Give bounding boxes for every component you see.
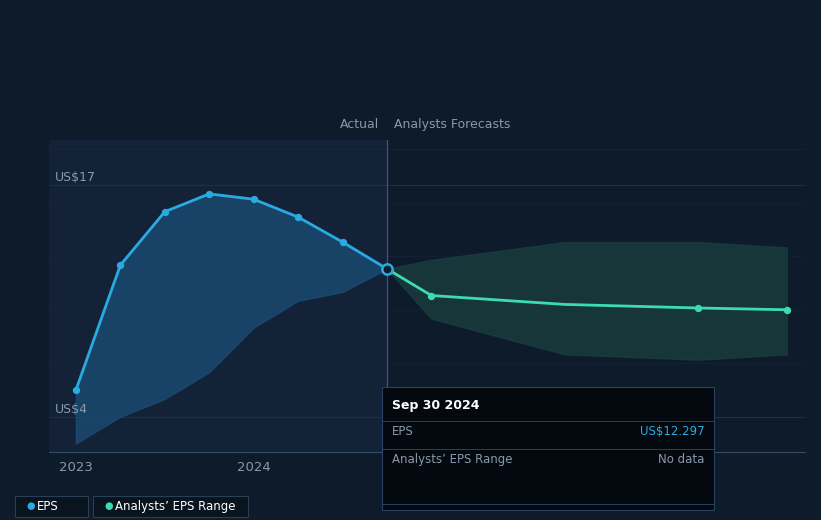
- Point: [691, 304, 704, 312]
- Point: [380, 265, 393, 273]
- Text: Sep 30 2024: Sep 30 2024: [392, 399, 479, 412]
- Point: [114, 261, 127, 269]
- Text: US$17: US$17: [54, 171, 95, 184]
- Point: [780, 306, 793, 314]
- Point: [247, 195, 260, 203]
- Text: ●: ●: [26, 501, 34, 512]
- Point: [203, 190, 216, 198]
- Bar: [49, 140, 387, 452]
- Text: Analysts Forecasts: Analysts Forecasts: [394, 118, 511, 131]
- Text: Actual: Actual: [340, 118, 379, 131]
- Point: [69, 386, 82, 394]
- Point: [424, 291, 438, 300]
- Text: Analysts’ EPS Range: Analysts’ EPS Range: [392, 453, 512, 466]
- Text: US$4: US$4: [54, 403, 88, 416]
- Text: No data: No data: [658, 453, 704, 466]
- Text: Analysts’ EPS Range: Analysts’ EPS Range: [115, 500, 236, 513]
- Point: [158, 207, 172, 216]
- Text: EPS: EPS: [37, 500, 58, 513]
- Point: [291, 213, 305, 221]
- Text: EPS: EPS: [392, 425, 413, 438]
- Point: [380, 265, 393, 273]
- Text: US$12.297: US$12.297: [640, 425, 704, 438]
- Point: [336, 238, 349, 246]
- Text: ●: ●: [104, 501, 112, 512]
